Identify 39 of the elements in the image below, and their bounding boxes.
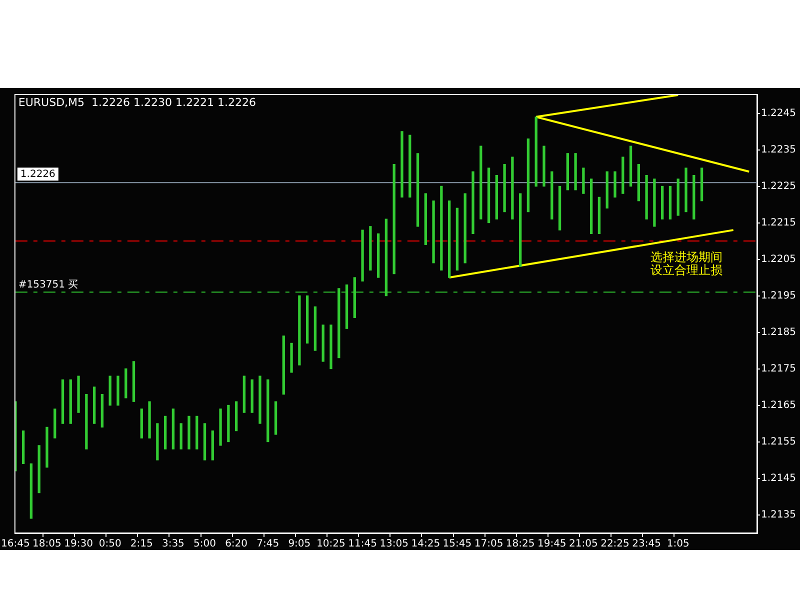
x-tick-label: 0:50 bbox=[98, 538, 122, 550]
x-tick-label: 14:25 bbox=[411, 538, 440, 550]
y-tick-label: 1.2175 bbox=[761, 363, 796, 374]
y-tick-label: 1.2145 bbox=[761, 472, 796, 484]
y-tick-label: 1.2215 bbox=[761, 217, 796, 228]
ref-line-label: 1.2226 bbox=[20, 169, 56, 180]
x-tick-label: 1:05 bbox=[666, 538, 690, 550]
x-tick-label: 19:30 bbox=[64, 538, 93, 550]
x-tick-label: 21:05 bbox=[569, 538, 598, 550]
y-tick-label: 1.2165 bbox=[761, 400, 796, 411]
y-tick-label: 1.2235 bbox=[761, 144, 796, 156]
chart-title: EURUSD,M5 1.2226 1.2230 1.2221 1.2226 bbox=[18, 96, 256, 109]
y-tick-label: 1.2185 bbox=[761, 326, 796, 338]
x-tick-label: 10:25 bbox=[316, 538, 346, 550]
y-tick-label: 1.2195 bbox=[761, 290, 796, 302]
x-tick-label: 11:45 bbox=[348, 538, 377, 550]
ref-line-label: #153751 买 bbox=[18, 280, 78, 291]
x-tick-label: 2:15 bbox=[130, 538, 153, 550]
x-tick-label: 7:45 bbox=[256, 538, 280, 550]
x-tick-label: 22:25 bbox=[600, 538, 630, 550]
x-tick-label: 15:45 bbox=[442, 538, 472, 550]
x-tick-label: 18:25 bbox=[506, 538, 535, 550]
x-tick-label: 16:45 bbox=[0, 538, 30, 550]
y-tick-label: 1.2205 bbox=[761, 254, 796, 265]
x-tick-label: 5:00 bbox=[194, 538, 216, 550]
x-tick-label: 23:45 bbox=[632, 538, 661, 550]
y-tick-label: 1.2155 bbox=[761, 436, 796, 448]
x-tick-label: 6:20 bbox=[225, 538, 248, 550]
x-tick-label: 9:05 bbox=[288, 538, 311, 550]
x-tick-label: 19:45 bbox=[537, 538, 566, 550]
annotation: 设立合理止损 bbox=[650, 263, 722, 278]
y-tick-label: 1.2245 bbox=[761, 108, 796, 119]
y-tick-label: 1.2225 bbox=[761, 180, 796, 192]
x-tick-label: 18:05 bbox=[32, 538, 62, 550]
x-tick-label: 13:05 bbox=[380, 538, 409, 550]
x-tick-label: 3:35 bbox=[162, 538, 184, 550]
y-tick-label: 1.2135 bbox=[761, 509, 796, 520]
x-tick-label: 17:05 bbox=[474, 538, 504, 550]
annotation: 选择进场期间 bbox=[650, 250, 722, 264]
